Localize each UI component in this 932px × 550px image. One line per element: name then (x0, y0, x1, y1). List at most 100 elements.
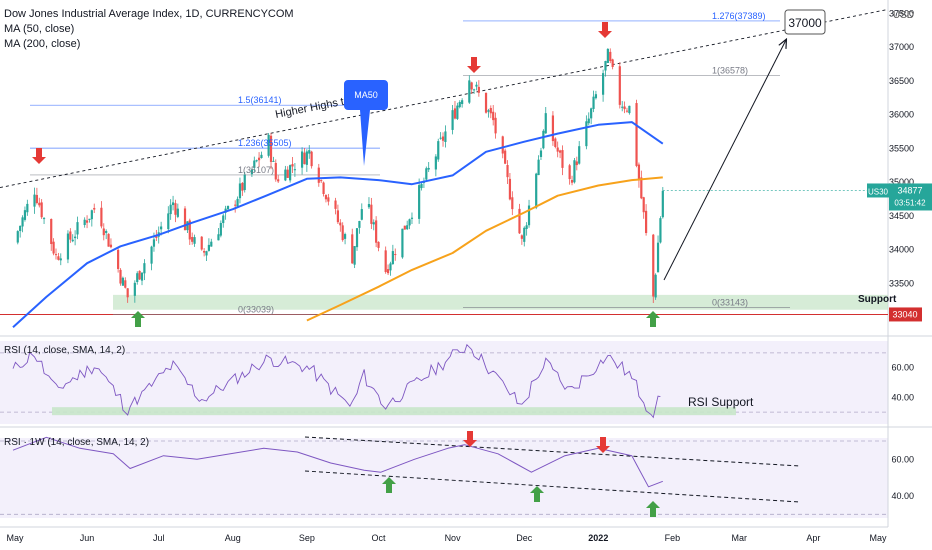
candle-body (640, 177, 643, 199)
candle-body (585, 121, 588, 147)
down-arrow (596, 437, 610, 453)
up-arrow (131, 311, 145, 327)
candle-body (518, 208, 521, 234)
candle-body (527, 205, 531, 226)
candle-body (484, 92, 488, 113)
candle-body (523, 227, 526, 242)
candle-body (343, 234, 347, 239)
rsi-support-label: RSI Support (688, 395, 754, 409)
candle-body (375, 220, 378, 243)
rsi-weekly-tick-label: 60.00 (891, 454, 914, 464)
candle-body (621, 106, 624, 108)
time-tick-label: Dec (516, 533, 533, 543)
candle-body (85, 220, 89, 223)
candle-body (33, 194, 36, 207)
candle-body (174, 203, 177, 215)
candle-body (217, 234, 220, 241)
candle-body (635, 103, 638, 166)
symbol-tag (867, 183, 889, 198)
ma50-line (12, 121, 664, 329)
candle-body (472, 89, 476, 91)
candle-body (74, 236, 77, 239)
last-price-label: 34877 (897, 185, 922, 195)
candle-body (207, 244, 211, 251)
candle-body (121, 277, 124, 286)
time-tick-label: Mar (732, 533, 748, 543)
candle-body (441, 136, 445, 141)
candle-body (575, 161, 578, 166)
callout-label: MA50 (354, 90, 378, 100)
projection-arrow (663, 40, 786, 281)
candle-body (377, 241, 380, 248)
down-arrow (463, 431, 477, 447)
candle-body (556, 147, 559, 152)
candle-body (269, 135, 273, 162)
time-tick-label: 2022 (588, 533, 608, 543)
chart-legend: Dow Jones Industrial Average Index, 1D, … (4, 7, 294, 52)
candle-body (167, 213, 170, 230)
candle-body (370, 204, 373, 224)
up-arrow (530, 486, 544, 502)
candle-body (594, 94, 598, 99)
candle-body (50, 219, 53, 245)
candle-body (322, 182, 325, 195)
candle-body (234, 204, 237, 206)
candle-body (554, 138, 557, 147)
candle-body (274, 162, 277, 180)
candle-body (394, 254, 397, 256)
candle-body (355, 228, 359, 248)
candle-body (21, 217, 24, 227)
candle-body (291, 164, 294, 167)
candle-body (508, 178, 512, 200)
candle-body (336, 210, 340, 223)
price-tick-label: 34000 (889, 245, 914, 255)
rsi-weekly-pane-bg (0, 438, 888, 518)
ma200-line (306, 176, 663, 322)
time-tick-label: Feb (665, 533, 681, 543)
candle-body (642, 197, 645, 213)
price-tick-label: 36000 (889, 110, 914, 120)
candle-body (389, 263, 392, 271)
candle-body (136, 273, 139, 282)
candle-body (308, 150, 311, 154)
rsi-weekly-resistance-line (304, 436, 801, 467)
candle-body (506, 165, 509, 178)
candle-body (243, 174, 246, 191)
candle-body (88, 218, 91, 220)
candle-body (458, 101, 461, 108)
candle-body (219, 222, 222, 236)
higher-highs-trend-line (0, 8, 889, 189)
candle-body (183, 208, 187, 231)
candle-body (66, 233, 70, 260)
price-tick-label: 34500 (889, 211, 914, 221)
symbol-tag-label: US30 (868, 187, 889, 196)
candle-body (418, 185, 421, 219)
candle-body (140, 272, 144, 281)
candle-body (117, 249, 120, 269)
candle-body (133, 282, 136, 296)
candle-body (625, 110, 629, 112)
price-tick-label: 37500 (889, 8, 914, 18)
candle-body (437, 141, 440, 160)
candle-body (525, 225, 528, 229)
candle-body (386, 269, 390, 274)
candle-body (637, 164, 641, 181)
price-tick-label: 35000 (889, 177, 914, 187)
time-tick-label: Nov (445, 533, 462, 543)
candle-body (52, 241, 55, 254)
candle-body (578, 146, 581, 164)
rsi-weekly-tick-label: 40.00 (891, 491, 914, 501)
candle-body (152, 239, 156, 247)
candle-body (623, 106, 626, 110)
candle-body (587, 118, 590, 124)
time-tick-label: Aug (225, 533, 241, 543)
candle-body (494, 117, 497, 134)
candle-body (558, 150, 562, 153)
rsi-weekly-support-line (304, 470, 801, 503)
candle-body (427, 167, 430, 170)
time-tick-label: Apr (806, 533, 820, 543)
chart-title: Dow Jones Industrial Average Index, 1D, … (4, 8, 294, 20)
candle-body (341, 225, 344, 241)
candle-body (551, 115, 555, 142)
